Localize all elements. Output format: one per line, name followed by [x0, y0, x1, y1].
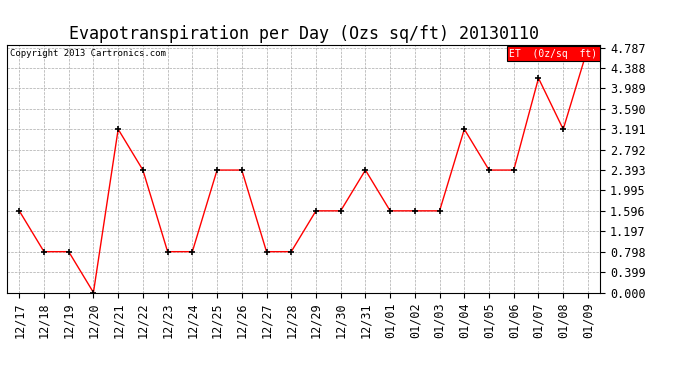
Text: Copyright 2013 Cartronics.com: Copyright 2013 Cartronics.com [10, 49, 166, 58]
Text: ET  (0z/sq  ft): ET (0z/sq ft) [509, 49, 598, 59]
Title: Evapotranspiration per Day (Ozs sq/ft) 20130110: Evapotranspiration per Day (Ozs sq/ft) 2… [68, 26, 539, 44]
